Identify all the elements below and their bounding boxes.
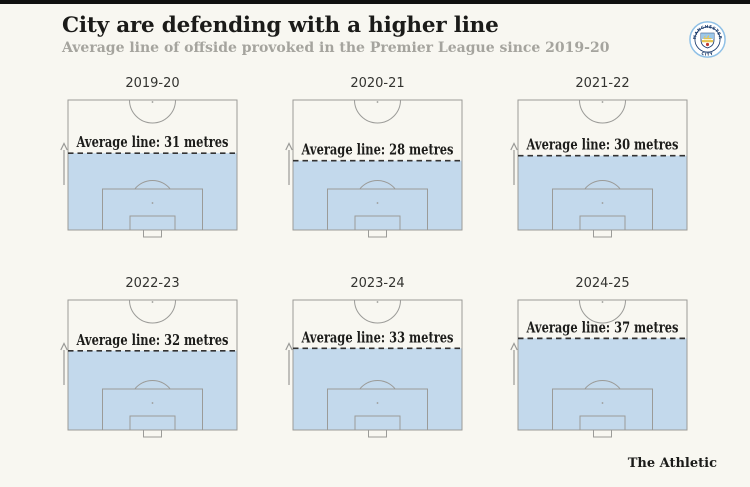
manchester-city-crest-icon: MANCHESTER CITY [689, 21, 726, 58]
pitch-cell: 2019-20 Average line: 31 metres [54, 76, 244, 239]
offside-shaded-area [68, 153, 237, 230]
pitch-markings [67, 299, 238, 438]
pitch-cell: 2024-25 Average line: 37 metres [504, 276, 694, 439]
pitch-markings [67, 99, 238, 238]
top-accent-bar [0, 0, 750, 4]
goal [593, 429, 612, 438]
average-line-label: Average line: 30 metres [526, 136, 679, 154]
pitch-cell: 2023-24 Average line: 33 metres [279, 276, 469, 439]
average-line-label: Average line: 37 metres [526, 318, 679, 336]
offside-shaded-area [68, 350, 237, 430]
goal [368, 229, 387, 238]
average-line-label: Average line: 33 metres [301, 328, 454, 346]
pitch-markings [292, 299, 463, 438]
brand-wordmark: The Athletic [627, 456, 717, 471]
average-line-label: Average line: 28 metres [301, 141, 454, 159]
average-line-label: Average line: 32 metres [76, 331, 229, 349]
pitch-diagram: Average line: 32 metres [60, 299, 238, 438]
page-subtitle: Average line of offside provoked in the … [62, 40, 610, 56]
pitch-markings [517, 99, 688, 238]
svg-text:CITY: CITY [701, 51, 714, 57]
offside-shaded-area [293, 160, 462, 230]
season-label: 2020-21 [350, 76, 405, 91]
season-label: 2022-23 [125, 276, 180, 291]
offside-shaded-area [518, 155, 687, 230]
pitch-cell: 2020-21 Average line: 28 metres [279, 76, 469, 239]
pitch-markings [517, 299, 688, 438]
pitch-markings [292, 99, 463, 238]
season-label: 2024-25 [575, 276, 630, 291]
average-line-label: Average line: 31 metres [76, 133, 229, 151]
season-label: 2023-24 [350, 276, 405, 291]
pitch-diagram: Average line: 30 metres [510, 99, 688, 238]
season-label: 2021-22 [575, 76, 630, 91]
goal [593, 229, 612, 238]
pitch-diagram: Average line: 37 metres [510, 299, 688, 438]
goal [143, 429, 162, 438]
direction-of-play-arrow-icon [285, 142, 293, 185]
direction-of-play-arrow-icon [510, 342, 518, 385]
page-title: City are defending with a higher line [62, 13, 499, 38]
goal [368, 429, 387, 438]
direction-of-play-arrow-icon [60, 342, 68, 385]
pitch-cell: 2021-22 Average line: 30 metres [504, 76, 694, 239]
pitch-cell: 2022-23 Average line: 32 metres [54, 276, 244, 439]
goal [143, 229, 162, 238]
offside-shaded-area [518, 338, 687, 430]
pitch-diagram: Average line: 28 metres [285, 99, 463, 238]
pitch-diagram: Average line: 31 metres [60, 99, 238, 238]
pitch-grid: 2019-20 Average line: 31 metres 2020-21 [54, 76, 694, 439]
pitch-diagram: Average line: 33 metres [285, 299, 463, 438]
direction-of-play-arrow-icon [60, 142, 68, 185]
direction-of-play-arrow-icon [510, 142, 518, 185]
direction-of-play-arrow-icon [285, 342, 293, 385]
season-label: 2019-20 [125, 76, 180, 91]
